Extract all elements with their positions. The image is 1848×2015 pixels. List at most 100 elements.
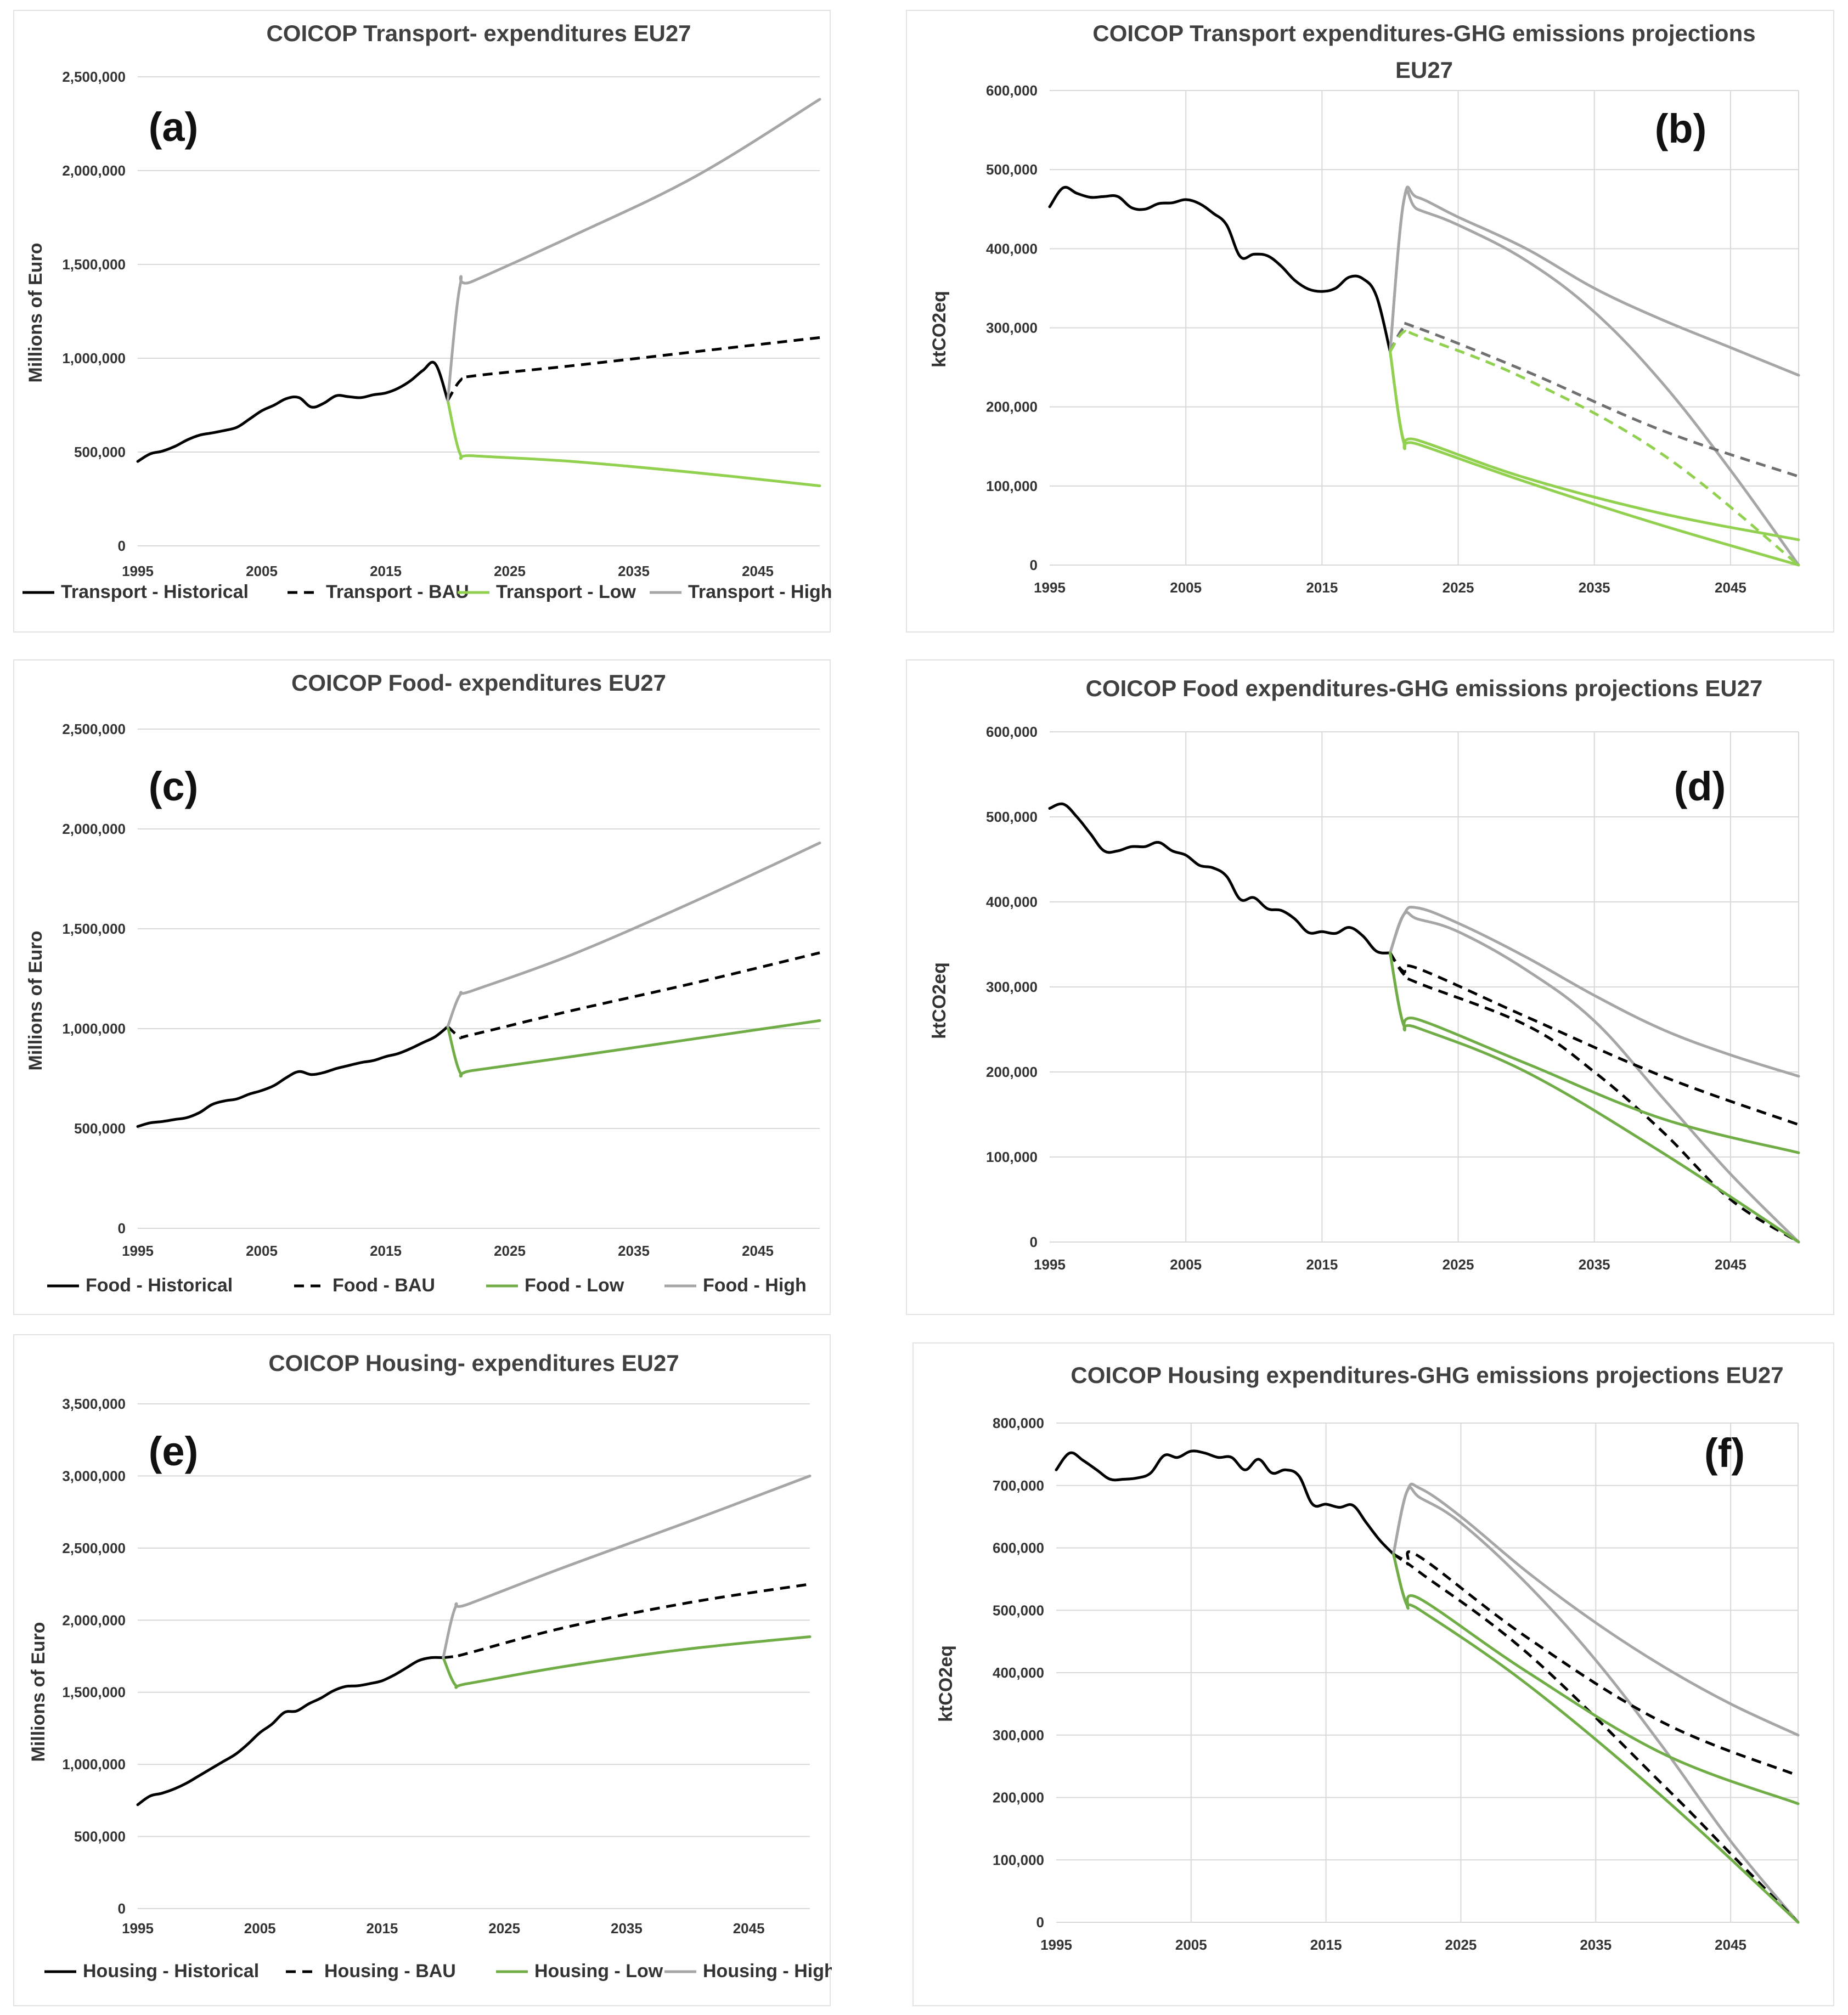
chart-panel-c: COICOP Food- expenditures EU27 0 500,000 1,… (13, 659, 831, 1315)
y-tick-label: 400,000 (986, 894, 1038, 910)
x-tick-label: 1995 (122, 563, 154, 579)
x-tick-label: 2005 (1170, 579, 1202, 596)
series-line-high-upper (1389, 906, 1800, 1078)
y-tick-label: 600,000 (993, 1540, 1044, 1556)
series-line-food-low (446, 1019, 821, 1078)
series-line-high-lower (1389, 911, 1800, 1244)
series-line-historical (1055, 1449, 1395, 1556)
x-tick-label: 2015 (367, 1920, 398, 1937)
x-tick-label: 2025 (494, 1243, 526, 1259)
panel-label: (c) (149, 764, 198, 809)
series-line-transport-bau (446, 336, 820, 402)
series-line-low-lower (1389, 350, 1800, 567)
y-axis-label: ktCO2eq (936, 1645, 956, 1722)
panel-label: (a) (149, 104, 198, 150)
series-line-bau-lower (1389, 328, 1800, 566)
y-tick-label: 800,000 (993, 1415, 1044, 1431)
chart-title: COICOP Food expenditures-GHG emissions p… (1086, 675, 1763, 701)
chart-svg-b: COICOP Transport expenditures-GHG emissi… (929, 20, 1800, 596)
series-line-housing-low (442, 1635, 812, 1689)
series-line-transport-high (446, 98, 821, 402)
series-line-high-lower (1392, 1486, 1800, 1924)
x-tick-label: 2045 (742, 1243, 774, 1259)
legend-entry: Transport - Historical (61, 582, 249, 602)
series-line-low-lower (1389, 951, 1800, 1244)
y-tick-label: 300,000 (993, 1727, 1044, 1743)
y-tick-label: 1,000,000 (62, 1756, 126, 1773)
chart-svg-a: COICOP Transport- expenditures EU27 0 500,… (22, 20, 832, 602)
y-tick-label: 400,000 (993, 1664, 1044, 1681)
y-tick-label: 1,500,000 (62, 921, 126, 937)
x-tick-label: 2045 (1715, 579, 1746, 596)
y-tick-label: 500,000 (993, 1602, 1044, 1618)
chart-panel-b: COICOP Transport expenditures-GHG emissi… (906, 10, 1834, 633)
x-tick-label: 1995 (1034, 1256, 1066, 1273)
x-tick-label: 2045 (733, 1920, 765, 1937)
series-line-food-high (446, 842, 821, 1028)
y-tick-label: 400,000 (986, 240, 1038, 257)
chart-title: COICOP Transport expenditures-GHG emissi… (1092, 20, 1755, 46)
x-tick-label: 2005 (1170, 1256, 1202, 1273)
y-tick-label: 2,500,000 (62, 69, 126, 85)
chart-title: COICOP Food- expenditures EU27 (291, 670, 666, 696)
series-line-food-bau (447, 951, 820, 1040)
series-line-housing-historical (136, 1656, 445, 1807)
chart-svg-f: COICOP Housing expenditures-GHG emission… (936, 1362, 1800, 1953)
y-tick-label: 100,000 (986, 478, 1038, 494)
y-tick-label: 500,000 (74, 444, 126, 460)
x-tick-label: 2015 (1310, 1937, 1342, 1953)
series-line-food-historical (136, 1025, 449, 1128)
x-tick-label: 2045 (1715, 1937, 1746, 1953)
y-tick-label: 200,000 (993, 1790, 1044, 1806)
y-tick-label: 600,000 (986, 724, 1038, 740)
x-tick-label: 2035 (1579, 1256, 1610, 1273)
series-line-bau-upper (1393, 1550, 1799, 1777)
series-line-housing-bau (443, 1583, 810, 1660)
y-axis-label: Millions of Euro (25, 931, 46, 1071)
series-line-transport-historical (136, 360, 449, 463)
x-tick-label: 1995 (1040, 1937, 1072, 1953)
x-tick-label: 2005 (246, 563, 278, 579)
y-tick-label: 0 (118, 1900, 126, 1917)
chart-title: COICOP Transport- expenditures EU27 (266, 20, 691, 46)
y-tick-label: 0 (1030, 557, 1038, 573)
chart-panel-d: COICOP Food expenditures-GHG emissions p… (906, 659, 1834, 1315)
x-tick-label: 2005 (244, 1920, 276, 1937)
x-tick-label: 2035 (611, 1920, 643, 1937)
series-line-high-lower (1389, 189, 1800, 567)
x-tick-label: 1995 (1034, 579, 1066, 596)
y-axis-label: ktCO2eq (929, 291, 950, 368)
y-tick-label: 600,000 (986, 82, 1038, 99)
y-tick-label: 2,500,000 (62, 1540, 126, 1556)
chart-svg-c: COICOP Food- expenditures EU27 0 500,000 1,… (25, 670, 821, 1296)
x-tick-label: 2035 (618, 563, 650, 579)
y-tick-label: 1,500,000 (62, 256, 126, 273)
y-tick-label: 0 (1030, 1234, 1038, 1250)
y-tick-label: 2,500,000 (62, 721, 126, 737)
y-axis-label: ktCO2eq (929, 962, 950, 1039)
x-tick-label: 2015 (1306, 1256, 1338, 1273)
x-tick-label: 1995 (122, 1243, 154, 1259)
y-tick-label: 3,500,000 (62, 1396, 126, 1412)
chart-panel-a: COICOP Transport- expenditures EU27 0 500,… (13, 10, 832, 633)
x-tick-label: 1995 (122, 1920, 154, 1937)
panel-label: (e) (149, 1429, 198, 1474)
y-tick-label: 100,000 (986, 1149, 1038, 1165)
legend-entry: Transport - Low (496, 582, 636, 602)
series-line-housing-high (442, 1474, 812, 1660)
y-tick-label: 700,000 (993, 1477, 1044, 1494)
y-tick-label: 500,000 (986, 809, 1038, 825)
legend-entry: Food - Historical (86, 1275, 233, 1296)
x-tick-label: 2035 (1580, 1937, 1612, 1953)
series-line-historical (1048, 802, 1391, 955)
y-tick-label: 0 (1036, 1914, 1044, 1931)
x-tick-label: 2035 (618, 1243, 650, 1259)
x-tick-label: 2025 (494, 563, 526, 579)
y-tick-label: 200,000 (986, 1064, 1038, 1080)
series-line-transport-low (446, 399, 821, 488)
y-axis-label: Millions of Euro (28, 1622, 49, 1762)
panel-label: (b) (1655, 106, 1707, 151)
chart-title-line2: EU27 (1395, 57, 1453, 83)
chart-svg-e: COICOP Housing- expenditures EU27 0 500,00… (28, 1350, 832, 1982)
x-tick-label: 2005 (246, 1243, 278, 1259)
